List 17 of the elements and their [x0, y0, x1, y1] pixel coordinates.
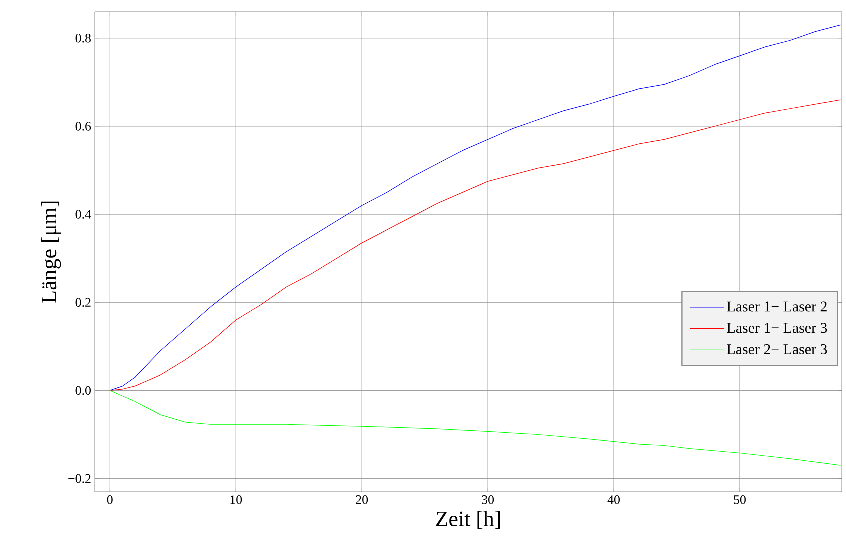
x-tick-label: 50	[734, 496, 746, 504]
x-tick-label: 10	[230, 496, 242, 504]
x-tick-label: 40	[608, 496, 620, 504]
legend-label: Laser 2− Laser 3	[727, 344, 828, 354]
x-tick-label: 20	[356, 496, 368, 504]
legend-label: Laser 1− Laser 3	[727, 323, 828, 334]
x-tick-label: 30	[482, 496, 494, 504]
y-tick-label: 0.8	[76, 34, 91, 43]
y-tick-label: 0.2	[76, 298, 91, 308]
x-tick-label: 0	[107, 496, 113, 504]
legend-label: Laser 1− Laser 2	[727, 302, 827, 312]
y-axis-title: Länge [μm]	[41, 202, 62, 304]
y-tick-label: −0.2	[68, 474, 91, 484]
x-axis-title: Zeit [h]	[436, 511, 500, 530]
y-tick-label: 0.6	[76, 122, 92, 131]
y-tick-label: 0.4	[76, 210, 92, 219]
y-tick-label: 0.0	[76, 386, 91, 396]
